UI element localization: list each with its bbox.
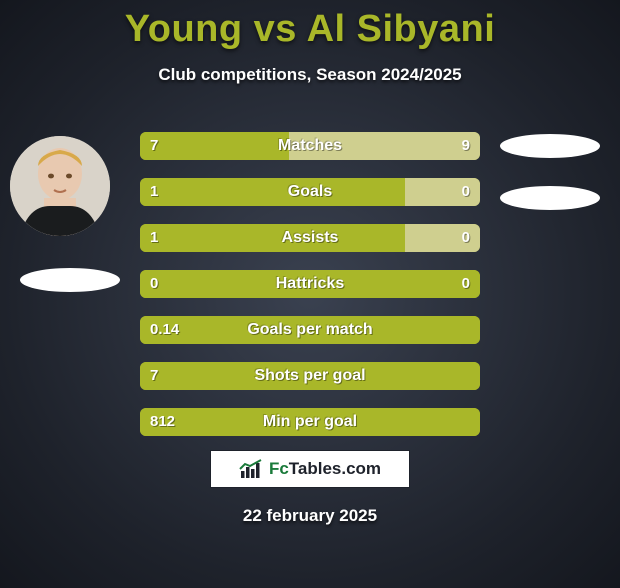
fctables-logo[interactable]: FcTables.com — [210, 450, 410, 488]
stat-bar: 0.14Goals per match — [140, 316, 480, 344]
stat-bar: 00Hattricks — [140, 270, 480, 298]
player-right-avatar-placeholder — [500, 134, 600, 158]
stat-bar: 10Assists — [140, 224, 480, 252]
player-right-logo-placeholder — [500, 186, 600, 210]
page-title: Young vs Al Sibyani — [0, 8, 620, 51]
stat-bar: 812Min per goal — [140, 408, 480, 436]
comparison-bars: 79Matches 10Goals 10Assists 00Hattricks 0.14… — [140, 132, 480, 454]
stat-label: Matches — [140, 132, 480, 160]
avatar-placeholder-icon — [10, 136, 110, 236]
stat-bar: 7Shots per goal — [140, 362, 480, 390]
stat-label: Goals — [140, 178, 480, 206]
bar-chart-icon — [239, 459, 263, 479]
stat-label: Goals per match — [140, 316, 480, 344]
logo-text-rest: Tables.com — [289, 459, 381, 478]
page-subtitle: Club competitions, Season 2024/2025 — [0, 65, 620, 85]
date-label: 22 february 2025 — [0, 506, 620, 526]
stat-bar: 79Matches — [140, 132, 480, 160]
stat-bar: 10Goals — [140, 178, 480, 206]
player-left-logo-placeholder — [20, 268, 120, 292]
logo-text: FcTables.com — [269, 459, 381, 479]
stat-label: Min per goal — [140, 408, 480, 436]
stat-label: Hattricks — [140, 270, 480, 298]
stat-label: Assists — [140, 224, 480, 252]
player-left-avatar — [10, 136, 110, 236]
stat-label: Shots per goal — [140, 362, 480, 390]
logo-text-accent: Fc — [269, 459, 289, 478]
